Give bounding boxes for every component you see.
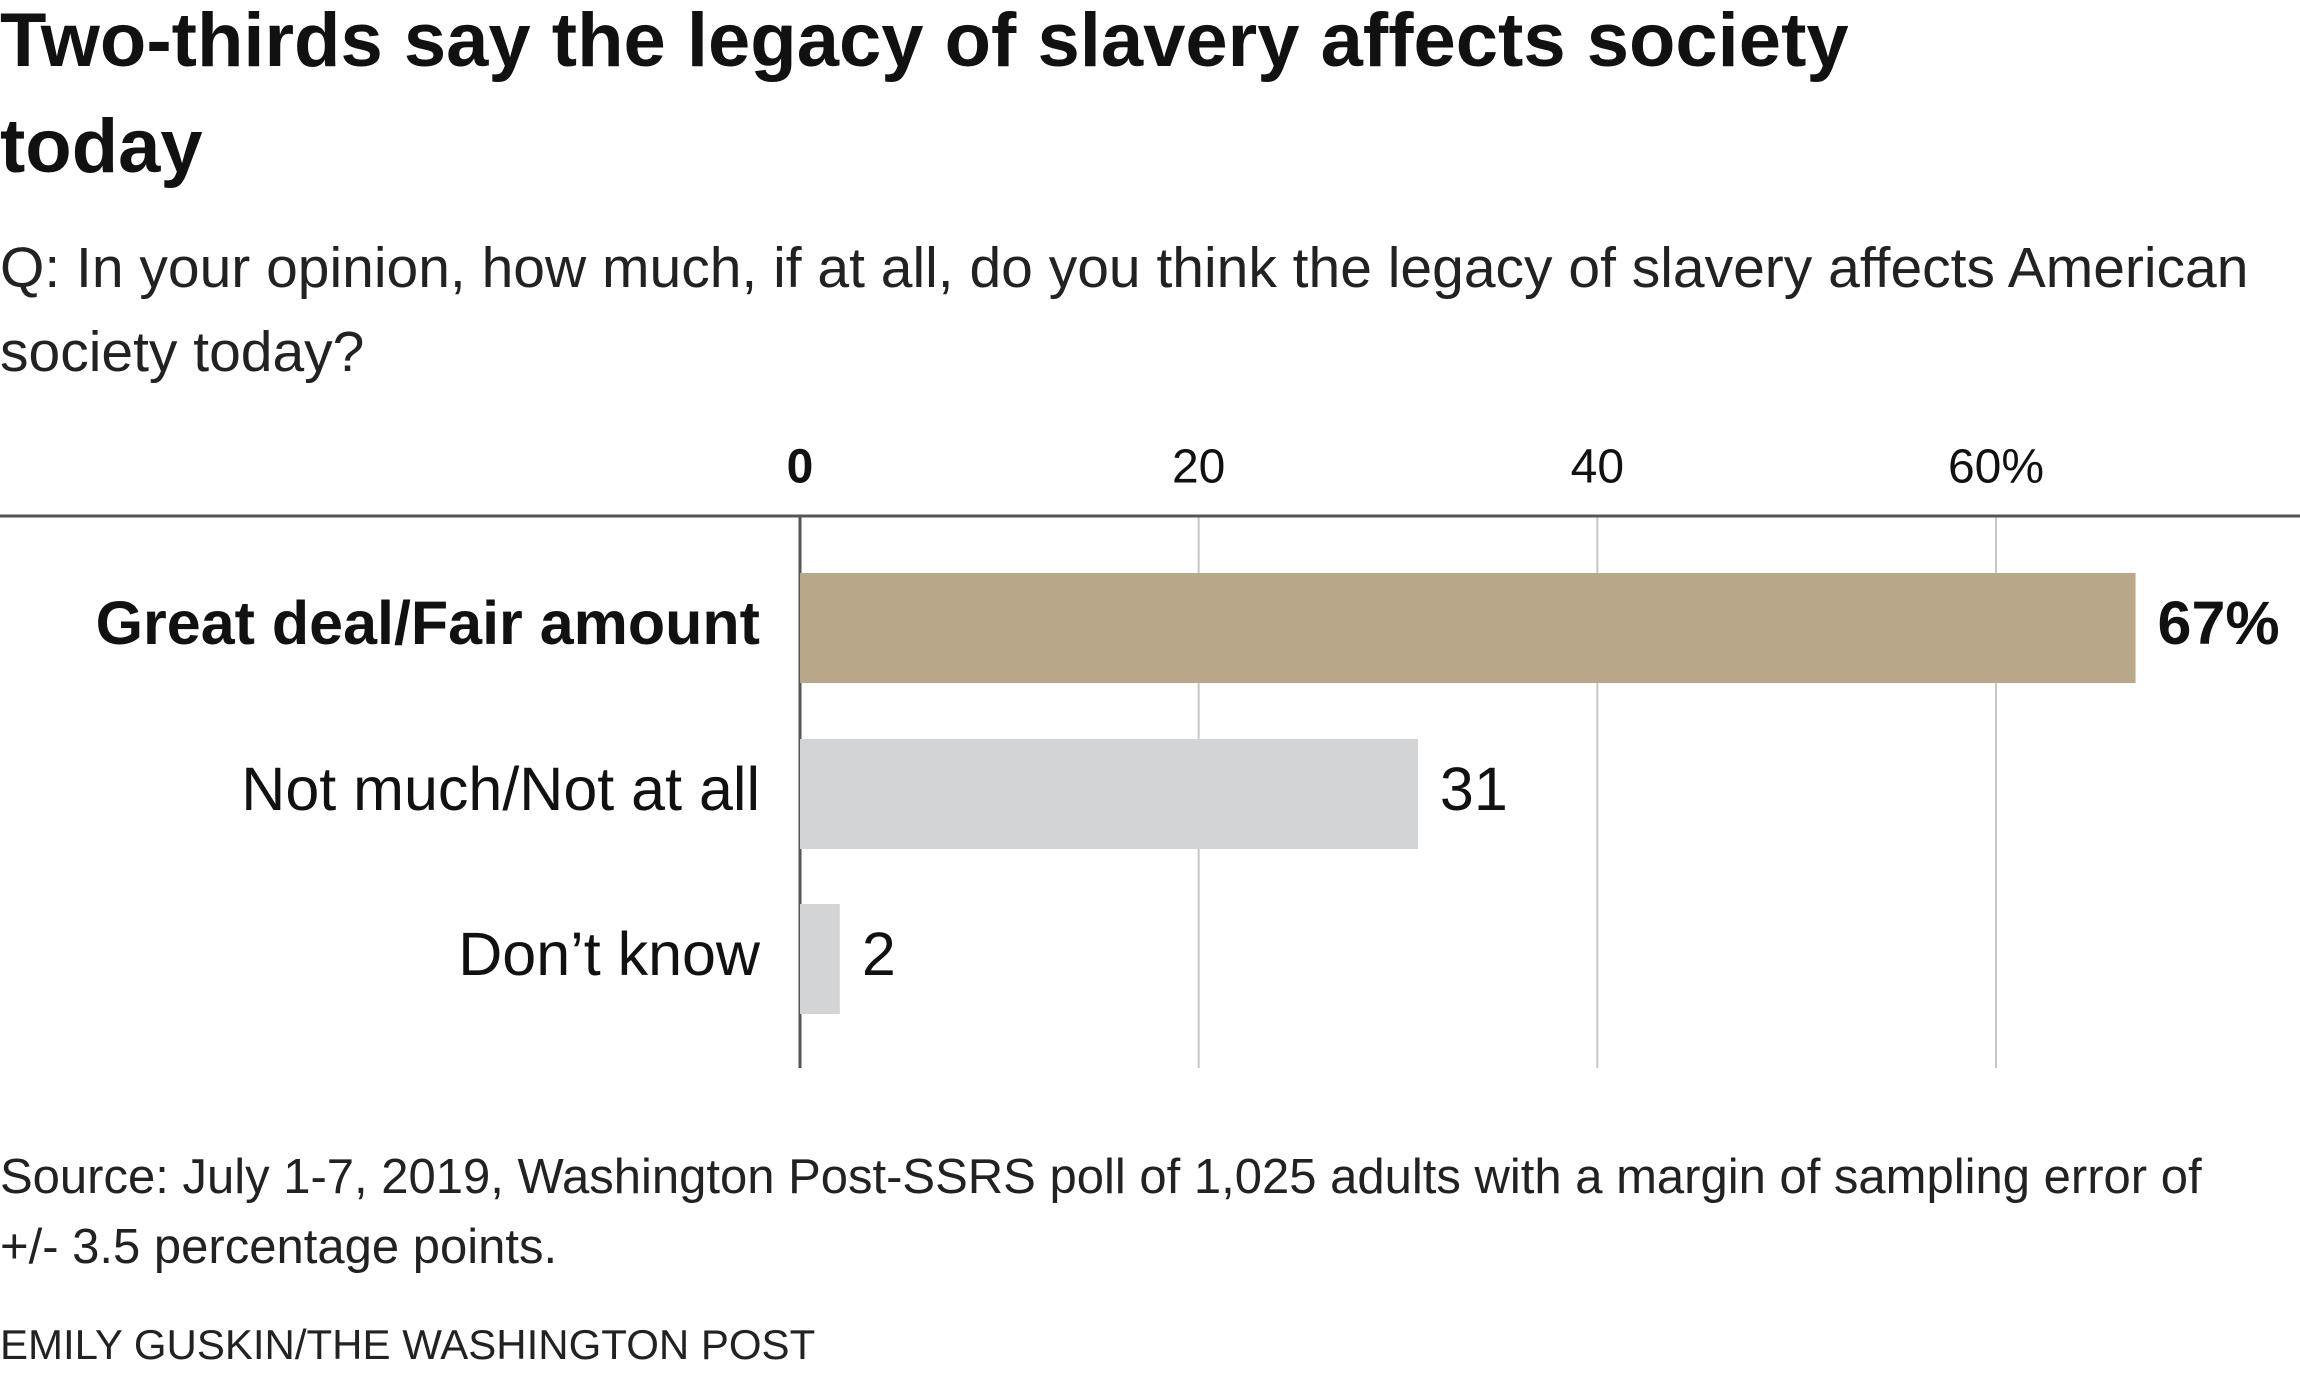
category-label: Don’t know [458,920,761,988]
bar [800,573,2136,683]
x-tick-label: 40 [1571,441,1624,494]
category-label: Not much/Not at all [241,755,760,823]
x-tick-label: 60% [1948,441,2044,494]
value-label: 31 [1440,755,1508,823]
x-tick-label: 20 [1172,441,1225,494]
source-note: Source: July 1-7, 2019, Washington Post-… [0,1150,2202,1274]
chart-title: Two-thirds say the legacy of slavery aff… [0,0,1849,189]
x-tick-label: 0 [787,441,814,494]
value-label: 2 [862,920,896,988]
credit: EMILY GUSKIN/THE WASHINGTON POST [0,1321,816,1368]
bar [800,904,840,1014]
bar [800,739,1418,849]
value-label: 67% [2158,589,2280,657]
chart-subtitle: Q: In your opinion, how much, if at all,… [0,236,2249,384]
category-label: Great deal/Fair amount [96,589,760,657]
